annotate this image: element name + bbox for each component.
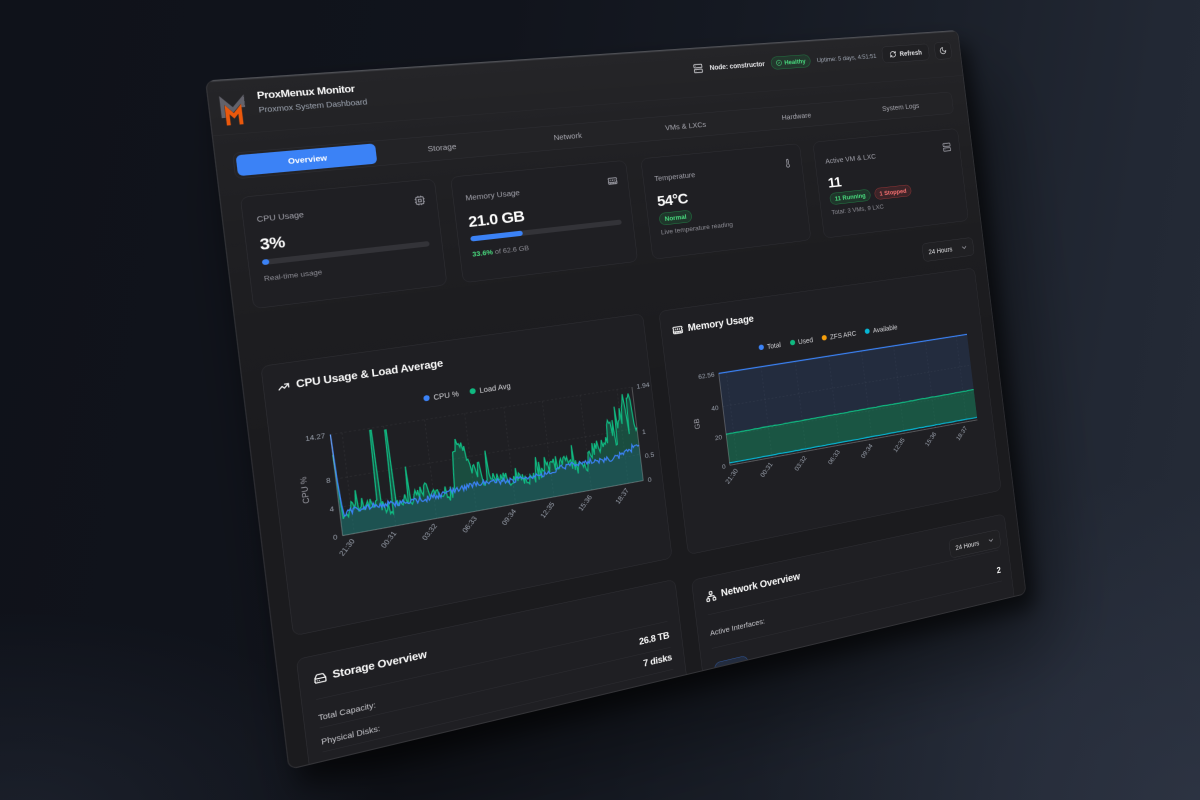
svg-text:14.27: 14.27 xyxy=(305,432,326,443)
svg-text:0.5: 0.5 xyxy=(644,451,655,460)
svg-text:18:37: 18:37 xyxy=(614,487,631,506)
svg-text:00:31: 00:31 xyxy=(759,461,774,479)
svg-text:40: 40 xyxy=(711,404,719,413)
svg-text:06:33: 06:33 xyxy=(461,515,479,535)
svg-text:21:30: 21:30 xyxy=(724,467,740,485)
svg-text:09:34: 09:34 xyxy=(860,442,875,460)
svg-text:0: 0 xyxy=(722,463,727,471)
svg-text:GB: GB xyxy=(692,418,701,430)
svg-text:1: 1 xyxy=(642,428,647,436)
svg-text:CPU %: CPU % xyxy=(298,476,311,504)
svg-text:12:35: 12:35 xyxy=(539,500,556,519)
svg-text:Load: Load xyxy=(661,420,671,438)
svg-text:00:31: 00:31 xyxy=(379,529,398,549)
svg-text:03:32: 03:32 xyxy=(793,454,808,472)
svg-text:0: 0 xyxy=(647,476,652,484)
svg-text:18:37: 18:37 xyxy=(955,425,969,442)
svg-text:09:34: 09:34 xyxy=(500,507,518,527)
svg-text:15:36: 15:36 xyxy=(924,430,938,447)
svg-text:4: 4 xyxy=(329,505,335,514)
svg-text:03:32: 03:32 xyxy=(421,522,440,542)
svg-text:21:30: 21:30 xyxy=(338,537,357,557)
svg-text:20: 20 xyxy=(714,433,722,442)
svg-text:12:35: 12:35 xyxy=(892,436,906,453)
svg-text:0: 0 xyxy=(333,533,339,542)
svg-text:62.56: 62.56 xyxy=(698,371,715,381)
svg-text:15:36: 15:36 xyxy=(577,493,594,512)
svg-text:1.94: 1.94 xyxy=(636,381,650,391)
svg-text:06:33: 06:33 xyxy=(827,448,842,466)
svg-text:8: 8 xyxy=(326,476,332,485)
